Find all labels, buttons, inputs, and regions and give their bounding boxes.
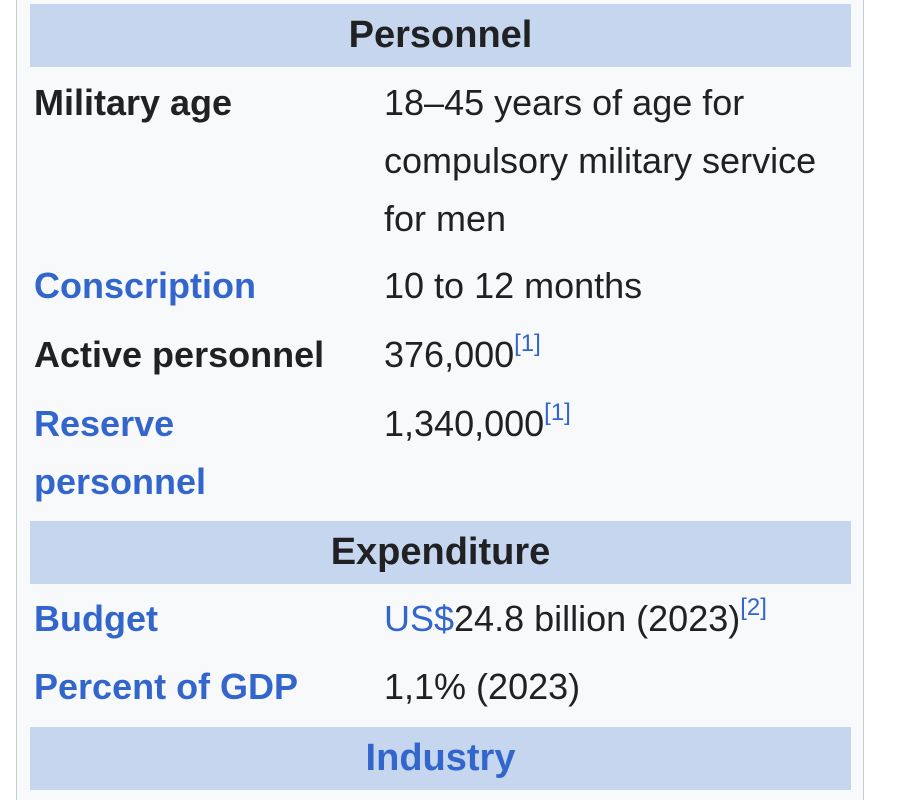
- value-conscription: 10 to 12 months: [384, 265, 643, 306]
- section-title: Personnel: [348, 14, 533, 56]
- currency-link[interactable]: US$: [384, 598, 455, 639]
- link-reserve-personnel[interactable]: Reserve personnel: [34, 403, 207, 502]
- label-active-personnel: Active personnel: [34, 334, 325, 375]
- section-header-personnel: Personnel: [30, 4, 851, 67]
- label-military-age: Military age: [34, 82, 233, 123]
- section-title-link[interactable]: Industry: [365, 737, 516, 779]
- section-header-expenditure: Expenditure: [30, 521, 851, 584]
- value-percent-gdp: 1,1% (2023): [384, 666, 581, 707]
- value-budget: US$24.8 billion (2023)[2]: [384, 590, 844, 648]
- infobox: [16, 0, 864, 800]
- citation-link[interactable]: [1]: [514, 330, 541, 357]
- row-conscription: Conscription 10 to 12 months: [34, 257, 849, 315]
- row-military-age: Military age 18–45 years of age for comp…: [34, 74, 849, 248]
- active-personnel-number: 376,000: [384, 334, 515, 375]
- row-active-personnel: Active personnel 376,000[1]: [34, 326, 849, 384]
- link-budget[interactable]: Budget: [34, 598, 158, 639]
- value-military-age: 18–45 years of age for compulsory milita…: [384, 82, 817, 239]
- row-budget: Budget US$24.8 billion (2023)[2]: [34, 590, 849, 648]
- row-percent-gdp: Percent of GDP 1,1% (2023): [34, 658, 849, 716]
- citation-link[interactable]: [1]: [544, 399, 571, 426]
- value-active-personnel: 376,000[1]: [384, 326, 844, 384]
- section-header-industry[interactable]: Industry: [30, 727, 851, 790]
- row-reserve-personnel: Reserve personnel 1,340,000[1]: [34, 395, 849, 511]
- value-reserve-personnel: 1,340,000[1]: [384, 395, 844, 453]
- budget-amount: 24.8 billion (2023): [454, 598, 741, 639]
- citation-link[interactable]: [2]: [740, 594, 767, 621]
- reserve-personnel-number: 1,340,000: [384, 403, 545, 444]
- link-percent-of-gdp[interactable]: Percent of GDP: [34, 666, 299, 707]
- section-title: Expenditure: [330, 531, 551, 573]
- link-conscription[interactable]: Conscription: [34, 265, 256, 306]
